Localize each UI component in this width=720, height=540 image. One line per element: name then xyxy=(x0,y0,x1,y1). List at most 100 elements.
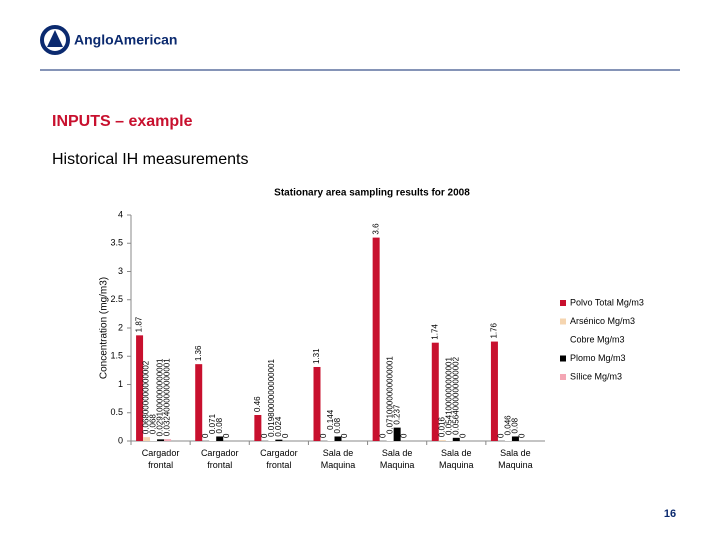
data-label: 1.36 xyxy=(194,345,203,361)
data-label: 1.74 xyxy=(430,324,439,340)
legend-swatch xyxy=(560,300,566,306)
x-label-box: Cargador frontal xyxy=(200,448,239,470)
data-label: 0.237 xyxy=(392,404,401,425)
x-label-box: Sala de Maquina xyxy=(439,448,474,470)
bar xyxy=(445,437,453,441)
bar xyxy=(136,335,144,441)
data-label: 0.0710000000000001 xyxy=(385,356,394,434)
data-label: 1.87 xyxy=(135,316,144,332)
x-tick-label: Cargador frontal xyxy=(200,448,239,470)
data-label: 0 xyxy=(458,433,467,438)
data-label: 0.46 xyxy=(253,396,262,412)
heading: INPUTS – example xyxy=(52,113,193,130)
logo-text: AngloAmerican xyxy=(74,32,177,48)
data-label: 0 xyxy=(201,433,210,438)
y-tick-label: 2.5 xyxy=(110,294,123,304)
bar xyxy=(511,436,519,441)
legend-label: Polvo Total Mg/m3 xyxy=(570,297,644,307)
bar xyxy=(386,436,394,441)
logo-icon-mark xyxy=(47,30,63,47)
data-label: 0.08 xyxy=(215,417,224,433)
data-label: 0.068 xyxy=(149,414,158,435)
bar xyxy=(490,341,498,441)
x-label-box: Sala de Maquina xyxy=(320,448,356,470)
y-axis-label: Concentration (mg/m3) xyxy=(99,277,110,379)
bar xyxy=(393,427,401,441)
bar xyxy=(143,437,151,441)
x-label-box: Sala de Maquina xyxy=(498,448,533,470)
bar xyxy=(195,364,203,441)
chart-title: Stationary area sampling results for 200… xyxy=(274,188,470,199)
legend-swatch xyxy=(560,355,566,362)
data-label: 0 xyxy=(222,433,231,438)
data-label: 0 xyxy=(340,433,349,438)
bar xyxy=(327,432,335,441)
y-tick-label: 4 xyxy=(118,209,123,219)
bar xyxy=(334,436,342,441)
data-label: 0.0541000000000001 xyxy=(444,357,453,435)
bar xyxy=(209,436,217,441)
y-tick-label: 0 xyxy=(118,435,123,445)
x-tick-label: Cargador frontal xyxy=(260,448,298,470)
x-tick-label: Sala de Maquina xyxy=(498,448,533,470)
data-label: 1.31 xyxy=(312,348,321,364)
subheading: Historical IH measurements xyxy=(52,151,249,168)
data-label: 0.0564000000000002 xyxy=(451,356,460,434)
bar xyxy=(504,438,512,441)
y-tick-label: 3 xyxy=(118,266,123,276)
data-label: 0 xyxy=(497,433,506,438)
data-label: 0.0291000000000001 xyxy=(156,358,165,436)
data-label: 0 xyxy=(518,433,527,438)
page-number: 16 xyxy=(664,508,676,520)
legend-label: Arsénico Mg/m3 xyxy=(570,316,635,326)
x-tick-label: Sala de Maquina xyxy=(320,448,356,470)
legend-label: Cobre Mg/m3 xyxy=(570,334,625,344)
data-label: 0 xyxy=(319,433,328,438)
data-label: 0.071 xyxy=(208,413,217,434)
bar xyxy=(150,437,158,441)
logo-icon xyxy=(40,25,70,55)
legend-swatch xyxy=(560,374,566,380)
data-label: 0 xyxy=(399,433,408,438)
legend-label: Plomo Mg/m3 xyxy=(570,353,626,363)
legend-swatch xyxy=(560,318,566,325)
x-tick-label: Sala de Maquina xyxy=(439,448,474,470)
data-label: 0.08 xyxy=(333,417,342,433)
data-label: 0 xyxy=(281,433,290,438)
logo: AngloAmerican xyxy=(40,25,177,55)
data-label: 0.024 xyxy=(274,416,283,437)
data-label: 0.0198000000000001 xyxy=(267,358,276,436)
legend-swatch xyxy=(560,337,566,343)
x-label-box: Cargador frontal xyxy=(260,448,298,470)
x-tick-label: Cargador frontal xyxy=(141,448,180,470)
bar xyxy=(431,342,439,441)
bar xyxy=(452,437,460,441)
x-label-box: Cargador frontal xyxy=(141,448,180,470)
y-tick-label: 1.5 xyxy=(110,351,123,361)
bar xyxy=(275,439,283,441)
data-label: 0.08 xyxy=(511,417,520,433)
y-tick-label: 1 xyxy=(118,379,123,389)
y-tick-label: 2 xyxy=(118,322,123,332)
bar xyxy=(157,439,165,441)
data-label: 0 xyxy=(378,433,387,438)
y-tick-label: 3.5 xyxy=(110,238,123,248)
y-tick-label: 0.5 xyxy=(110,407,123,417)
legend-label: Sílice Mg/m3 xyxy=(570,371,622,381)
bar xyxy=(268,439,276,441)
bar xyxy=(254,415,262,441)
data-label: 0 xyxy=(260,433,269,438)
data-label: 1.76 xyxy=(490,322,499,338)
bar xyxy=(372,237,380,441)
data-label: 0.068000000000002 xyxy=(142,360,151,434)
x-tick-label: Sala de Maquina xyxy=(379,448,415,470)
data-label: 0.0324000000000001 xyxy=(163,358,172,436)
bar xyxy=(438,440,446,441)
bar xyxy=(164,439,172,441)
data-label: 0.016 xyxy=(437,417,446,438)
bar xyxy=(216,436,224,441)
x-label-box: Sala de Maquina xyxy=(379,448,415,470)
data-label: 0.144 xyxy=(326,409,335,430)
